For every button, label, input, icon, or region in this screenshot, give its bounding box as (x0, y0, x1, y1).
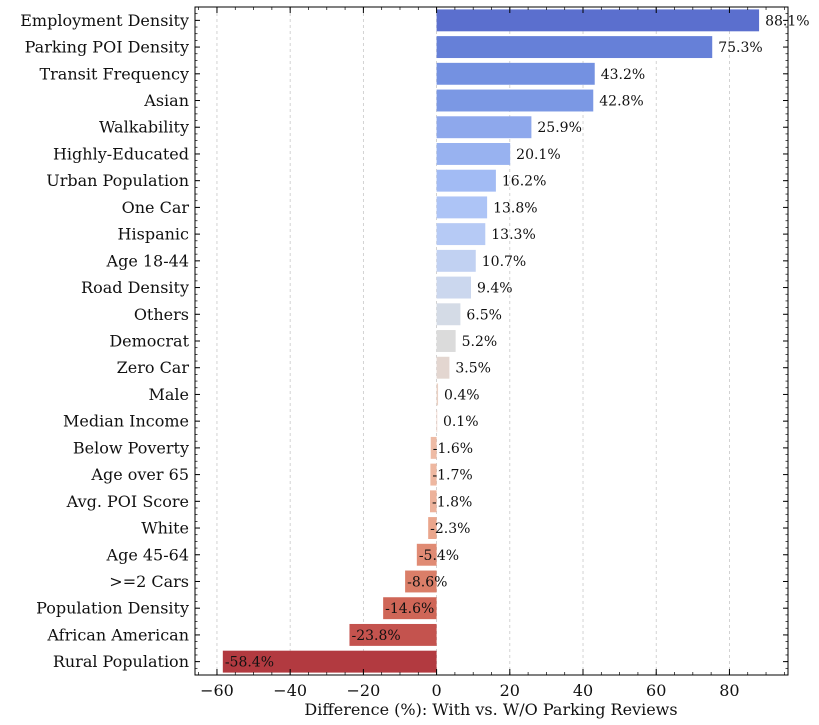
category-label: Median Income (63, 412, 189, 431)
data-label: -14.6% (385, 601, 434, 617)
bar (436, 116, 532, 139)
data-label: -5.4% (419, 548, 459, 564)
category-label: Male (148, 385, 189, 404)
bars (222, 9, 760, 673)
x-tick-label: −60 (200, 681, 234, 700)
category-labels: Employment Density Parking POI Density Tra… (20, 11, 189, 671)
category-label: Zero Car (117, 358, 190, 377)
bar (436, 410, 438, 433)
data-label: -1.7% (432, 468, 472, 484)
category-label: African American (46, 625, 189, 644)
bar (436, 249, 476, 272)
category-label: Asian (143, 91, 189, 110)
x-axis-label: Difference (%): With vs. W/O Parking Rev… (304, 700, 677, 719)
data-label: -1.8% (432, 494, 472, 510)
x-tick-label: 80 (719, 681, 739, 700)
bar (436, 169, 496, 192)
data-label: -8.6% (407, 574, 447, 590)
category-label: Age 18-44 (106, 251, 189, 270)
bar (222, 650, 437, 673)
bar (436, 356, 450, 379)
x-tick-label: −40 (273, 681, 307, 700)
x-tick-label: 20 (500, 681, 520, 700)
data-label: -23.8% (351, 628, 400, 644)
data-label: 6.5% (466, 307, 502, 323)
bar (436, 89, 594, 112)
data-label: 25.9% (537, 120, 581, 136)
data-label: 13.8% (493, 200, 537, 216)
category-label: Urban Population (46, 171, 189, 190)
data-label: 3.5% (455, 361, 491, 377)
category-label: Population Density (36, 599, 189, 618)
data-label: 13.3% (491, 227, 535, 243)
x-tick-label: 40 (573, 681, 593, 700)
bar (436, 62, 595, 85)
category-label: Transit Frequency (39, 64, 189, 83)
bar (436, 330, 456, 352)
category-label: Employment Density (20, 11, 189, 30)
x-tick-label: −20 (346, 681, 380, 700)
category-label: Rural Population (53, 652, 189, 671)
category-label: Age 45-64 (106, 545, 189, 564)
category-label: One Car (122, 198, 190, 217)
x-tick-labels: −60 −40 −20 0 20 40 60 80 (200, 681, 740, 700)
bar (436, 196, 488, 219)
bar (383, 597, 437, 620)
bar (436, 9, 760, 32)
bar (349, 623, 437, 646)
data-label: 75.3% (718, 40, 762, 56)
bar (405, 570, 437, 593)
category-label: Walkability (99, 118, 189, 137)
bar (430, 463, 437, 486)
category-label: >=2 Cars (109, 572, 189, 591)
data-label: 16.2% (502, 174, 546, 190)
bar (436, 223, 486, 246)
x-tick-label: 0 (431, 681, 441, 700)
bar (430, 490, 437, 513)
data-label: 42.8% (599, 94, 643, 110)
bar (436, 276, 472, 299)
data-label: 9.4% (477, 281, 513, 297)
category-label: Others (134, 305, 189, 324)
category-label: Below Poverty (73, 438, 189, 457)
bar (428, 517, 437, 539)
bar (430, 436, 437, 459)
data-label: 88.1% (765, 13, 809, 29)
category-label: Avg. POI Score (66, 492, 189, 511)
bar (436, 303, 461, 326)
category-label: White (141, 519, 189, 538)
category-label: Road Density (81, 278, 189, 297)
data-label: 0.4% (444, 387, 480, 403)
data-label: 5.2% (462, 334, 498, 350)
data-label: 20.1% (516, 147, 560, 163)
data-label: -1.6% (433, 441, 473, 457)
data-label: 10.7% (482, 254, 526, 270)
bar (436, 383, 439, 406)
x-tick-label: 60 (646, 681, 666, 700)
bar (416, 543, 437, 566)
category-label: Democrat (109, 332, 189, 351)
bar (436, 36, 713, 59)
data-label: 0.1% (443, 414, 479, 430)
data-label: -58.4% (225, 655, 274, 671)
category-label: Highly-Educated (53, 144, 189, 163)
category-label: Age over 65 (90, 465, 189, 484)
value-labels: 88.1%75.3% 43.2% 42.8% 25.9% 20.1% 16.2% 13.8%… (225, 13, 810, 670)
category-label: Hispanic (118, 225, 189, 244)
data-label: -2.3% (430, 521, 470, 537)
major-ticks (195, 7, 788, 675)
data-label: 43.2% (601, 67, 645, 83)
category-label: Parking POI Density (25, 38, 189, 57)
bar (436, 143, 511, 165)
